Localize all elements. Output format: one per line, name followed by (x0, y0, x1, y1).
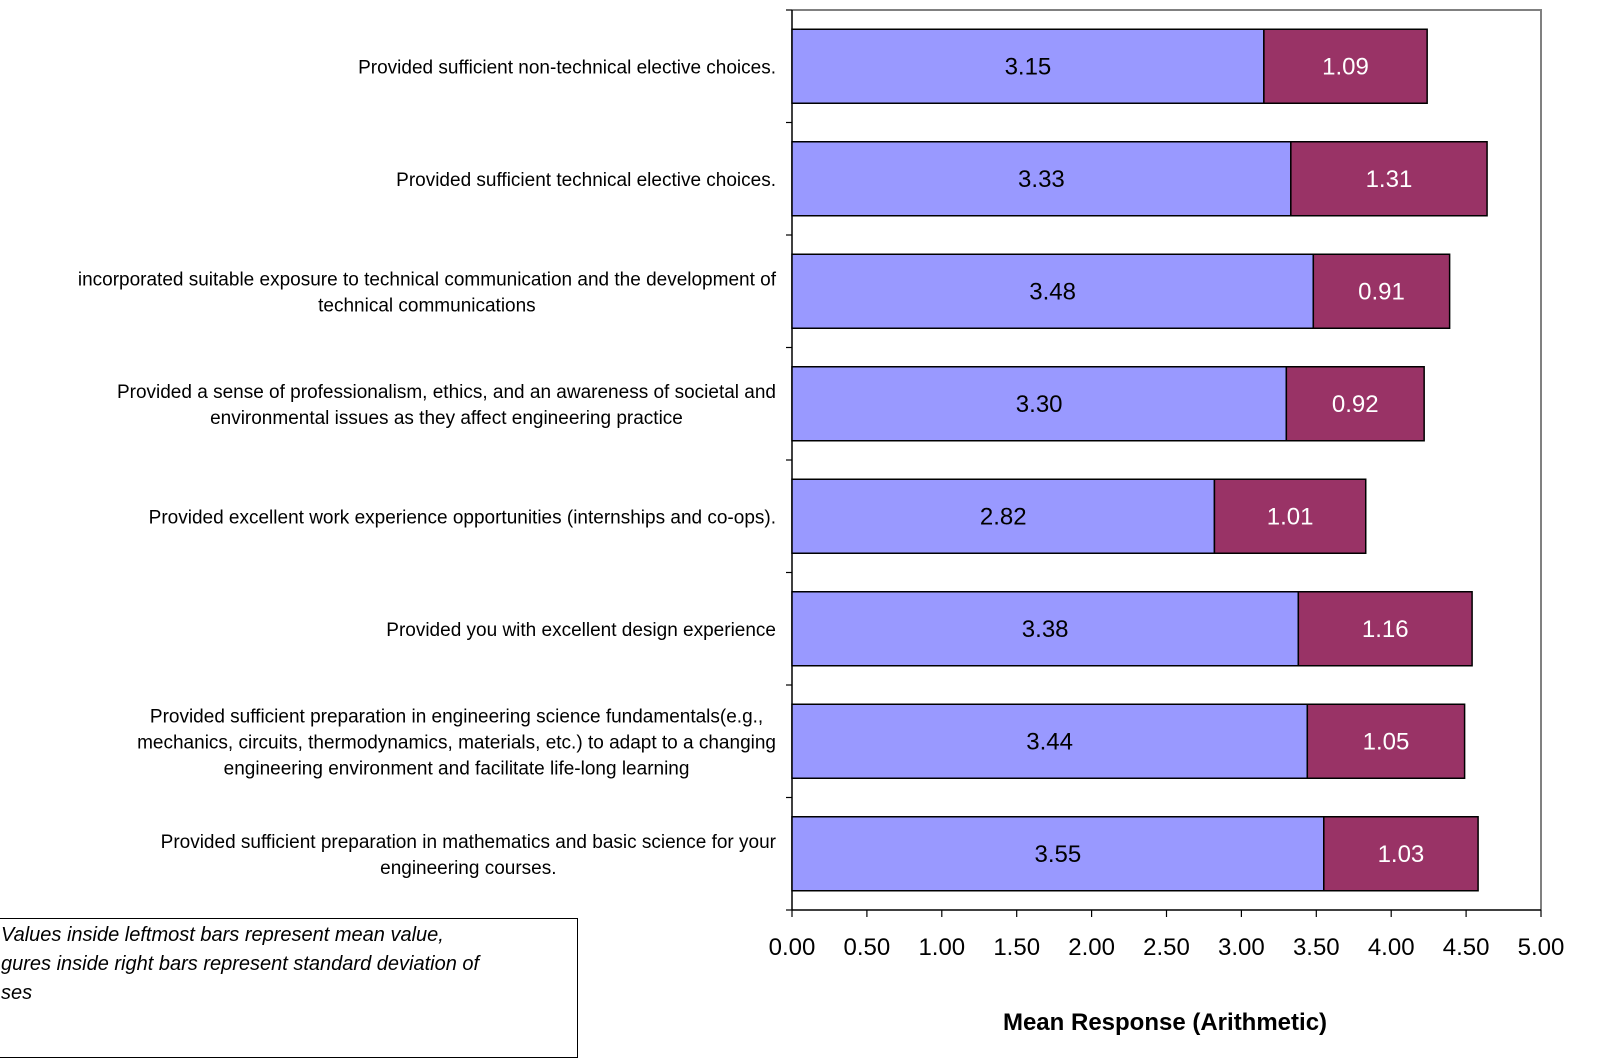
bar-mean (791, 253, 1315, 329)
data-label-mean: 2.82 (980, 503, 1027, 530)
data-label-mean: 3.44 (1026, 728, 1073, 755)
category-label: mechanics, circuits, thermodynamics, mat… (137, 732, 776, 753)
data-label-std-dev: 1.01 (1267, 503, 1314, 530)
bar-std-dev (1297, 591, 1473, 667)
category-label: Provided excellent work experience oppor… (149, 507, 776, 528)
x-tick-label: 4.50 (1443, 934, 1490, 961)
annotation-line: ses (1, 982, 33, 1004)
category-labels: Provided sufficient non-technical electi… (78, 57, 777, 879)
annotation-box: Values inside leftmost bars represent me… (0, 918, 578, 1058)
data-label-std-dev: 1.03 (1378, 841, 1425, 868)
data-label-std-dev: 0.91 (1358, 278, 1405, 305)
x-axis: 0.00 0.50 1.00 1.50 2.00 2.50 3.00 3.50 4.00 4.50… (769, 909, 1565, 961)
bar-std-dev (1306, 703, 1466, 779)
x-tick-label: 0.00 (769, 934, 816, 961)
data-label-mean: 3.15 (1005, 53, 1052, 80)
annotation-line: gures inside right bars represent standa… (1, 953, 480, 975)
bar-std-dev (1323, 816, 1479, 892)
annotation-line: Values inside leftmost bars represent me… (1, 924, 444, 946)
category-label: Provided a sense of professionalism, eth… (117, 382, 776, 403)
data-label-std-dev: 0.92 (1332, 391, 1379, 418)
bar-mean (791, 478, 1216, 554)
bar-mean (791, 703, 1309, 779)
bar-std-dev (1263, 28, 1428, 104)
data-label-mean: 3.38 (1022, 616, 1069, 643)
plot-border (792, 9, 1542, 910)
category-label: engineering environment and facilitate l… (224, 758, 690, 779)
data-label-std-dev: 1.31 (1366, 166, 1413, 193)
x-tick-label: 3.00 (1218, 934, 1265, 961)
bar-std-dev (1285, 366, 1425, 442)
x-tick-label: 5.00 (1518, 934, 1565, 961)
category-label: incorporated suitable exposure to techni… (78, 269, 777, 290)
category-label: Provided sufficient preparation in mathe… (161, 832, 777, 853)
category-label: Provided sufficient preparation in engin… (150, 706, 763, 727)
x-tick-label: 3.50 (1293, 934, 1340, 961)
category-label: engineering courses. (380, 858, 556, 879)
category-label: Provided sufficient technical elective c… (396, 170, 776, 191)
category-label: environmental issues as they affect engi… (210, 408, 683, 429)
x-tick-label: 0.50 (844, 934, 891, 961)
x-axis-title: Mean Response (Arithmetic) (1003, 1009, 1327, 1036)
bar-mean (791, 28, 1265, 104)
data-label-mean: 3.48 (1029, 278, 1076, 305)
category-label: Provided you with excellent design exper… (386, 620, 776, 641)
bar-mean (791, 141, 1292, 217)
category-label: technical communications (318, 295, 536, 316)
data-label-std-dev: 1.16 (1362, 616, 1409, 643)
bar-std-dev (1290, 141, 1488, 217)
bar-mean (791, 816, 1325, 892)
category-label: Provided sufficient non-technical electi… (358, 57, 776, 78)
data-label-mean: 3.30 (1016, 391, 1063, 418)
x-tick-label: 4.00 (1368, 934, 1415, 961)
x-tick-label: 1.00 (918, 934, 965, 961)
bar-std-dev (1312, 253, 1451, 329)
bar-mean (791, 366, 1288, 442)
data-label-mean: 3.33 (1018, 166, 1065, 193)
data-label-std-dev: 1.05 (1363, 728, 1410, 755)
data-label-std-dev: 1.09 (1322, 53, 1369, 80)
data-label-mean: 3.55 (1035, 841, 1082, 868)
bar-mean (791, 591, 1300, 667)
x-tick-label: 2.50 (1143, 934, 1190, 961)
bar-std-dev (1213, 478, 1367, 554)
bars: 3.15 1.09 3.33 1.31 3.48 0.91 3.30 0.92 2.82 1.01… (791, 28, 1488, 892)
x-tick-label: 2.00 (1068, 934, 1115, 961)
x-tick-label: 1.50 (993, 934, 1040, 961)
